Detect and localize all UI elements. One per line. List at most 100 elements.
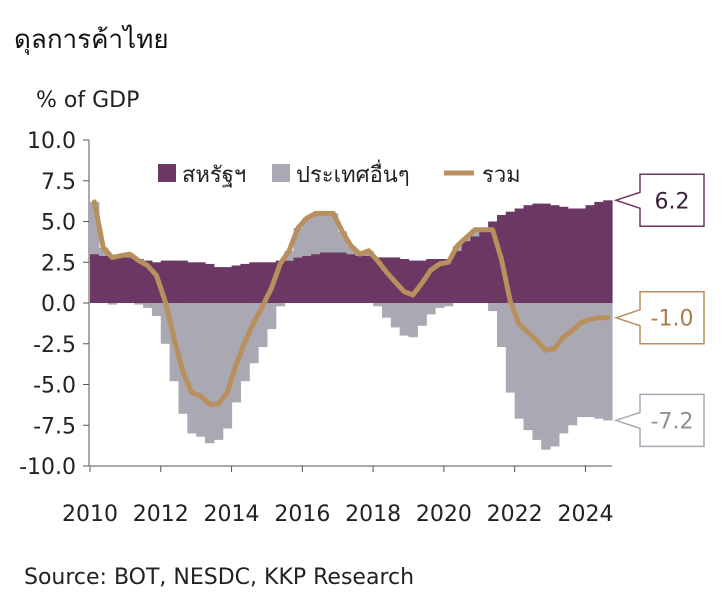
legend-label-us: สหรัฐฯ (182, 163, 246, 188)
area-us-54 (567, 208, 578, 303)
area-us-50 (532, 203, 542, 303)
area-us-41 (452, 250, 463, 303)
area-others-25 (311, 213, 321, 255)
area-others-26 (320, 213, 330, 253)
x-tick-label: 2010 (62, 502, 118, 527)
area-others-12 (196, 303, 206, 437)
area-others-56 (585, 303, 595, 418)
area-us-3 (116, 257, 126, 303)
area-others-16 (231, 303, 241, 403)
area-others-49 (523, 303, 533, 431)
area-us-5 (134, 259, 144, 303)
y-tick-label: 10.0 (27, 129, 76, 154)
area-others-35 (399, 303, 410, 336)
area-others-5 (134, 303, 144, 305)
area-others-18 (249, 303, 259, 364)
area-us-55 (576, 208, 586, 303)
area-us-42 (461, 241, 471, 303)
area-others-1 (98, 247, 109, 256)
area-others-51 (541, 303, 551, 450)
y-axis: 10.0 7.5 5.0 2.5 0.0 -2.5 -5.0 -7.5 -10.0 (19, 129, 90, 480)
area-others-45 (488, 303, 498, 312)
area-others-29 (346, 245, 356, 255)
area-us-32 (373, 257, 383, 303)
area-us-53 (558, 206, 569, 303)
x-tick-label: 2016 (274, 502, 330, 527)
area-us-2 (107, 255, 118, 303)
area-us-36 (408, 260, 418, 303)
area-us-11 (187, 262, 197, 304)
area-us-31 (364, 255, 374, 303)
area-us-40 (443, 259, 454, 303)
area-others-34 (390, 303, 401, 328)
area-us-57 (594, 201, 604, 303)
area-us-35 (399, 259, 410, 303)
area-others-13 (205, 303, 215, 444)
area-us-30 (355, 255, 365, 303)
area-us-25 (311, 254, 321, 303)
area-others-8 (160, 303, 171, 344)
x-tick-label: 2018 (345, 502, 401, 527)
callouts: 6.2 -1.0 -7.2 (613, 173, 705, 448)
y-tick-label: 0.0 (41, 292, 76, 317)
area-others-38 (426, 303, 436, 315)
area-us-15 (222, 267, 233, 303)
area-others-37 (417, 303, 427, 326)
area-us-28 (337, 252, 348, 303)
area-us-18 (249, 262, 259, 304)
area-others-55 (576, 303, 586, 418)
area-us-17 (240, 263, 250, 303)
area-others-2 (107, 303, 118, 305)
x-tick-label: 2012 (133, 502, 189, 527)
area-us-16 (231, 265, 241, 303)
callout-value-2: -7.2 (651, 409, 694, 434)
y-tick-label: -5.0 (33, 374, 76, 399)
legend-swatch-us (158, 164, 176, 182)
y-tick-label: -10.0 (19, 455, 76, 480)
area-us-0 (90, 254, 100, 303)
area-others-28 (337, 231, 348, 253)
area-others-15 (222, 303, 233, 429)
area-us-4 (125, 257, 135, 303)
line-total (91, 199, 611, 407)
area-us-38 (426, 259, 436, 303)
area-others-50 (532, 303, 542, 440)
x-tick-label: 2020 (416, 502, 472, 527)
chart-title: ดุลการค้าไทย (14, 24, 169, 55)
y-axis-label: % of GDP (36, 88, 139, 113)
area-others-19 (258, 303, 268, 347)
area-us-56 (585, 205, 595, 303)
area-others-46 (497, 303, 507, 347)
area-us-23 (293, 257, 303, 303)
source-note: Source: BOT, NESDC, KKP Research (24, 565, 414, 590)
area-others-33 (382, 303, 392, 318)
area-us-13 (205, 263, 215, 303)
y-tick-label: -2.5 (33, 333, 76, 358)
y-tick-label: -7.5 (33, 414, 76, 439)
area-others-11 (187, 303, 197, 434)
legend-swatch-others (272, 164, 290, 182)
legend: สหรัฐฯ ประเทศอื่นๆ รวม (158, 159, 521, 188)
area-others-54 (567, 303, 578, 426)
area-others-53 (558, 303, 569, 434)
area-others-24 (302, 218, 312, 256)
area-others-39 (435, 303, 445, 308)
callout-box-0 (613, 173, 705, 228)
area-others-43 (470, 229, 480, 237)
legend-label-total: รวม (482, 163, 521, 188)
area-us-6 (143, 260, 153, 303)
area-others-6 (143, 303, 153, 308)
area-us-10 (178, 260, 188, 303)
area-others-40 (443, 303, 454, 307)
area-others-57 (594, 303, 604, 419)
area-us-27 (328, 252, 339, 303)
area-us-1 (98, 255, 109, 303)
x-axis: 2010 2012 2014 2016 2018 2020 2022 2024 (62, 465, 613, 527)
area-others-14 (213, 303, 224, 440)
y-tick-label: 5.0 (41, 211, 76, 236)
plot-area (90, 199, 613, 450)
area-others-48 (514, 303, 525, 419)
area-us-51 (541, 203, 551, 303)
x-tick-label: 2014 (204, 502, 260, 527)
